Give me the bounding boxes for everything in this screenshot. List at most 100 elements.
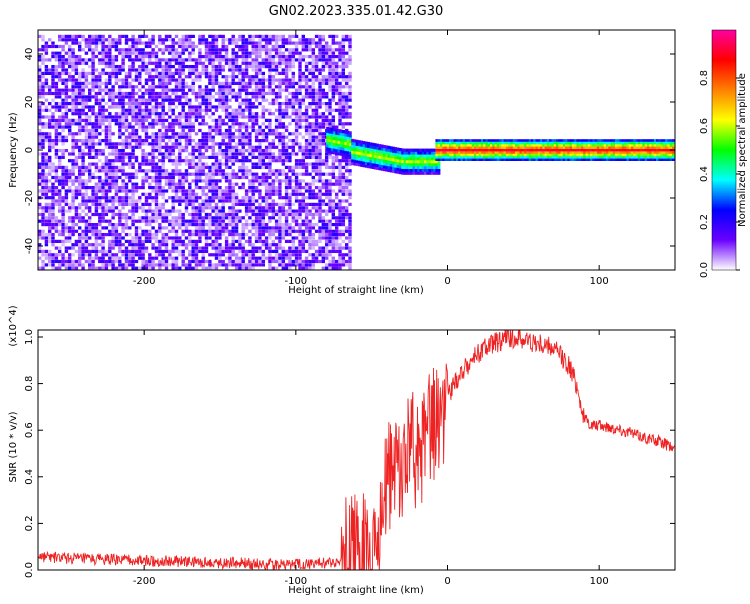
heatmap-cell [238, 68, 241, 71]
heatmap-cell [125, 189, 128, 192]
heatmap-cell [325, 109, 328, 112]
heatmap-cell [65, 247, 68, 250]
heatmap-cell [232, 226, 235, 229]
heatmap-cell [348, 183, 351, 186]
heatmap-cell [41, 169, 44, 172]
heatmap-cell [85, 115, 88, 118]
heatmap-cell [342, 42, 345, 45]
heatmap-cell [168, 253, 171, 256]
heatmap-cell [88, 122, 91, 125]
heatmap-cell [68, 65, 71, 68]
heatmap-cell [81, 230, 84, 233]
heatmap-cell [252, 45, 255, 48]
heatmap-cell [188, 203, 191, 206]
heatmap-cell [325, 236, 328, 239]
heatmap-cell [51, 183, 54, 186]
heatmap-cell [282, 152, 285, 155]
heatmap-cell [268, 65, 271, 68]
heatmap-cell [175, 105, 178, 108]
heatmap-cell [338, 72, 341, 75]
heatmap-cell [151, 122, 154, 125]
heatmap-cell [275, 230, 278, 233]
heatmap-cell [238, 105, 241, 108]
heatmap-cell [325, 183, 328, 186]
heatmap-cell [95, 210, 98, 213]
heatmap-cell [78, 189, 81, 192]
heatmap-cell [222, 230, 225, 233]
heatmap-cell [338, 183, 341, 186]
heatmap-cell [312, 126, 315, 129]
heatmap-cell [252, 247, 255, 250]
heatmap-cell [205, 92, 208, 95]
heatmap-cell [258, 156, 261, 159]
heatmap-cell [138, 72, 141, 75]
heatmap-cell [162, 226, 165, 229]
heatmap-cell [305, 38, 308, 41]
heatmap-cell [265, 119, 268, 122]
heatmap-cell [188, 152, 191, 155]
heatmap-cell [272, 102, 275, 105]
heatmap-cell [178, 142, 181, 145]
heatmap-cell [141, 240, 144, 243]
heatmap-cell [225, 112, 228, 115]
heatmap-cell [138, 199, 141, 202]
heatmap-cell [128, 99, 131, 102]
heatmap-cell [258, 230, 261, 233]
heatmap-cell [38, 119, 41, 122]
heatmap-cell [155, 253, 158, 256]
heatmap-cell [338, 55, 341, 58]
heatmap-cell [131, 89, 134, 92]
heatmap-cell [131, 240, 134, 243]
heatmap-cell [155, 115, 158, 118]
heatmap-cell [232, 58, 235, 61]
heatmap-cell [131, 152, 134, 155]
heatmap-cell [305, 139, 308, 142]
heatmap-cell [198, 112, 201, 115]
heatmap-cell [192, 267, 195, 270]
heatmap-cell [332, 159, 335, 162]
heatmap-cell [65, 92, 68, 95]
heatmap-cell [151, 210, 154, 213]
heatmap-cell [162, 159, 165, 162]
heatmap-cell [335, 62, 338, 65]
heatmap-cell [298, 72, 301, 75]
heatmap-cell [342, 62, 345, 65]
heatmap-cell [162, 253, 165, 256]
heatmap-cell [312, 85, 315, 88]
heatmap-cell [38, 250, 41, 253]
heatmap-cell [245, 210, 248, 213]
heatmap-cell [218, 257, 221, 260]
heatmap-cell [338, 179, 341, 182]
heatmap-cell [61, 156, 64, 159]
heatmap-cell [151, 119, 154, 122]
heatmap-cell [318, 35, 321, 38]
heatmap-cell [232, 35, 235, 38]
heatmap-cell [138, 243, 141, 246]
heatmap-cell [38, 89, 41, 92]
heatmap-cell [95, 236, 98, 239]
heatmap-cell [282, 146, 285, 149]
heatmap-cell [288, 85, 291, 88]
heatmap-cell [192, 149, 195, 152]
heatmap-cell [165, 62, 168, 65]
heatmap-cell [48, 196, 51, 199]
heatmap-cell [305, 156, 308, 159]
heatmap-cell [81, 166, 84, 169]
heatmap-cell [228, 129, 231, 132]
heatmap-cell [308, 79, 311, 82]
heatmap-cell [88, 196, 91, 199]
heatmap-cell [78, 72, 81, 75]
heatmap-cell [225, 267, 228, 270]
heatmap-cell [198, 250, 201, 253]
heatmap-cell [228, 132, 231, 135]
heatmap-cell [338, 99, 341, 102]
heatmap-cell [232, 48, 235, 51]
heatmap-cell [248, 250, 251, 253]
heatmap-cell [98, 203, 101, 206]
heatmap-cell [172, 58, 175, 61]
heatmap-cell [265, 226, 268, 229]
heatmap-cell [41, 260, 44, 263]
heatmap-cell [141, 112, 144, 115]
heatmap-cell [58, 220, 61, 223]
heatmap-cell [75, 206, 78, 209]
